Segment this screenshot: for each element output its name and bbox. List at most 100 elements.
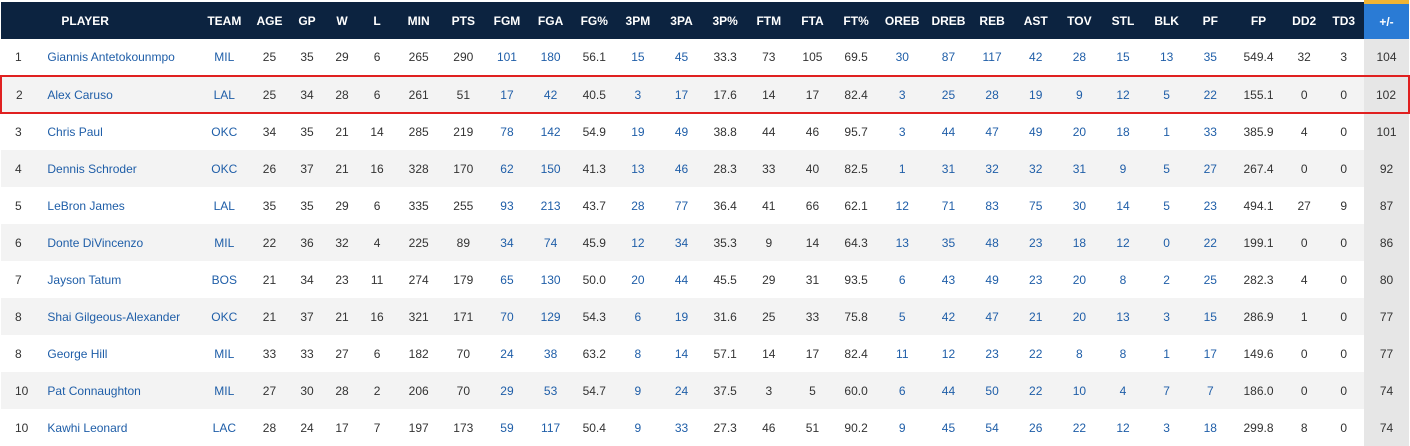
- cell-ast[interactable]: 49: [1029, 125, 1043, 139]
- cell-fgm[interactable]: 101: [496, 50, 517, 64]
- cell-3pa[interactable]: 77: [674, 198, 689, 213]
- column-header-w[interactable]: W: [336, 13, 348, 28]
- column-header-fp[interactable]: FP: [1250, 13, 1267, 28]
- column-header-ftm[interactable]: FTM: [756, 13, 782, 28]
- cell-blk[interactable]: 7: [1163, 383, 1170, 398]
- cell-3pa[interactable]: 33: [674, 420, 689, 435]
- cell-3pa[interactable]: 46: [674, 161, 689, 176]
- column-header-td3[interactable]: TD3: [1332, 13, 1356, 28]
- column-header-fg-pct[interactable]: FG%: [580, 13, 608, 28]
- cell-ast[interactable]: 21: [1029, 309, 1043, 324]
- cell-fgm[interactable]: 24: [500, 346, 514, 361]
- cell-3pm[interactable]: 6: [634, 309, 642, 324]
- team-link[interactable]: MIL: [214, 346, 235, 361]
- cell-stl[interactable]: 8: [1119, 272, 1127, 287]
- cell-3pm[interactable]: 12: [631, 235, 645, 250]
- cell-fga[interactable]: 130: [540, 272, 561, 287]
- cell-pf[interactable]: 7: [1206, 383, 1214, 398]
- cell-ast[interactable]: 23: [1029, 235, 1043, 250]
- cell-fga[interactable]: 117: [541, 420, 561, 435]
- column-header-fga[interactable]: FGA: [537, 13, 564, 28]
- cell-3pm[interactable]: 8: [634, 346, 642, 361]
- column-header-oreb[interactable]: OREB: [884, 13, 920, 28]
- cell-reb[interactable]: 23: [985, 346, 999, 361]
- cell-fgm[interactable]: 62: [500, 161, 514, 176]
- cell-3pa[interactable]: 17: [659, 75, 704, 114]
- column-header-fta[interactable]: FTA: [801, 13, 824, 28]
- team-link[interactable]: MIL: [214, 383, 235, 398]
- cell-fga[interactable]: 129: [540, 309, 561, 324]
- column-header-plus-minus[interactable]: +/-: [1364, 0, 1409, 39]
- cell-oreb[interactable]: 6: [898, 272, 906, 287]
- team-link[interactable]: MIL: [214, 235, 235, 250]
- team-link[interactable]: LAL: [213, 198, 235, 213]
- cell-fgm[interactable]: 29: [500, 383, 514, 398]
- cell-fga[interactable]: 213: [540, 198, 561, 213]
- cell-tov[interactable]: 20: [1072, 272, 1087, 287]
- cell-pf[interactable]: 15: [1203, 309, 1217, 324]
- column-header-fgm[interactable]: FGM: [493, 13, 521, 28]
- cell-stl[interactable]: 4: [1119, 383, 1127, 398]
- cell-3pa[interactable]: 24: [674, 383, 689, 398]
- team-link[interactable]: BOS: [211, 272, 237, 287]
- cell-pf[interactable]: 22: [1203, 235, 1217, 250]
- cell-dreb[interactable]: 44: [941, 125, 956, 139]
- cell-fgm[interactable]: 93: [500, 198, 514, 213]
- player-name-link[interactable]: Shai Gilgeous-Alexander: [47, 309, 181, 324]
- cell-pf[interactable]: 18: [1203, 420, 1217, 435]
- cell-3pm[interactable]: 20: [631, 272, 645, 287]
- cell-fgm[interactable]: 70: [500, 309, 514, 324]
- cell-dreb[interactable]: 87: [941, 50, 956, 64]
- player-name-link[interactable]: Donte DiVincenzo: [47, 235, 144, 250]
- cell-fga[interactable]: 53: [543, 383, 558, 398]
- cell-oreb[interactable]: 9: [898, 420, 906, 435]
- cell-dreb[interactable]: 35: [941, 235, 956, 250]
- team-link[interactable]: OKC: [211, 125, 238, 139]
- cell-3pm[interactable]: 15: [631, 50, 645, 64]
- cell-ast[interactable]: 22: [1029, 346, 1043, 361]
- cell-fga[interactable]: 142: [540, 125, 561, 139]
- team-link[interactable]: LAL: [197, 75, 251, 114]
- cell-stl[interactable]: 8: [1119, 346, 1127, 361]
- cell-dreb[interactable]: 43: [941, 272, 956, 287]
- team-link[interactable]: LAC: [212, 420, 236, 435]
- column-header-age[interactable]: AGE: [256, 13, 283, 28]
- cell-pf[interactable]: 22: [1188, 75, 1233, 114]
- cell-dreb[interactable]: 12: [941, 346, 956, 361]
- player-name-link[interactable]: George Hill: [47, 346, 108, 361]
- cell-stl[interactable]: 18: [1116, 125, 1130, 139]
- cell-reb[interactable]: 28: [970, 75, 1014, 114]
- cell-dreb[interactable]: 44: [941, 383, 956, 398]
- cell-fga[interactable]: 42: [528, 75, 573, 114]
- cell-3pa[interactable]: 44: [674, 272, 689, 287]
- cell-pf[interactable]: 33: [1203, 125, 1217, 139]
- cell-blk[interactable]: 1: [1163, 125, 1170, 139]
- cell-3pm[interactable]: 9: [634, 383, 642, 398]
- cell-oreb[interactable]: 11: [896, 346, 909, 361]
- cell-blk[interactable]: 0: [1163, 235, 1170, 250]
- cell-reb[interactable]: 117: [982, 50, 1002, 64]
- cell-oreb[interactable]: 1: [898, 161, 906, 176]
- cell-blk[interactable]: 2: [1163, 272, 1170, 287]
- cell-pf[interactable]: 17: [1203, 346, 1217, 361]
- player-name-link[interactable]: Kawhi Leonard: [47, 420, 128, 435]
- cell-3pa[interactable]: 34: [674, 235, 689, 250]
- cell-oreb[interactable]: 5: [898, 309, 906, 324]
- column-header-tov[interactable]: TOV: [1067, 13, 1092, 28]
- column-header-ast[interactable]: AST: [1023, 13, 1048, 28]
- player-name-link[interactable]: Alex Caruso: [27, 75, 198, 114]
- cell-3pm[interactable]: 3: [616, 75, 660, 114]
- player-name-link[interactable]: Giannis Antetokounmpo: [47, 50, 175, 64]
- cell-blk[interactable]: 1: [1163, 346, 1170, 361]
- cell-ast[interactable]: 23: [1029, 272, 1043, 287]
- column-header-team[interactable]: TEAM: [207, 13, 242, 28]
- column-header-pf[interactable]: PF: [1202, 13, 1218, 28]
- cell-ast[interactable]: 19: [1013, 75, 1058, 114]
- cell-ast[interactable]: 42: [1029, 50, 1043, 64]
- column-header-stl[interactable]: STL: [1111, 13, 1135, 28]
- column-header-gp[interactable]: GP: [298, 13, 316, 28]
- cell-oreb[interactable]: 13: [895, 235, 909, 250]
- cell-tov[interactable]: 28: [1072, 50, 1087, 64]
- cell-dreb[interactable]: 71: [941, 198, 956, 213]
- cell-blk[interactable]: 5: [1163, 161, 1170, 176]
